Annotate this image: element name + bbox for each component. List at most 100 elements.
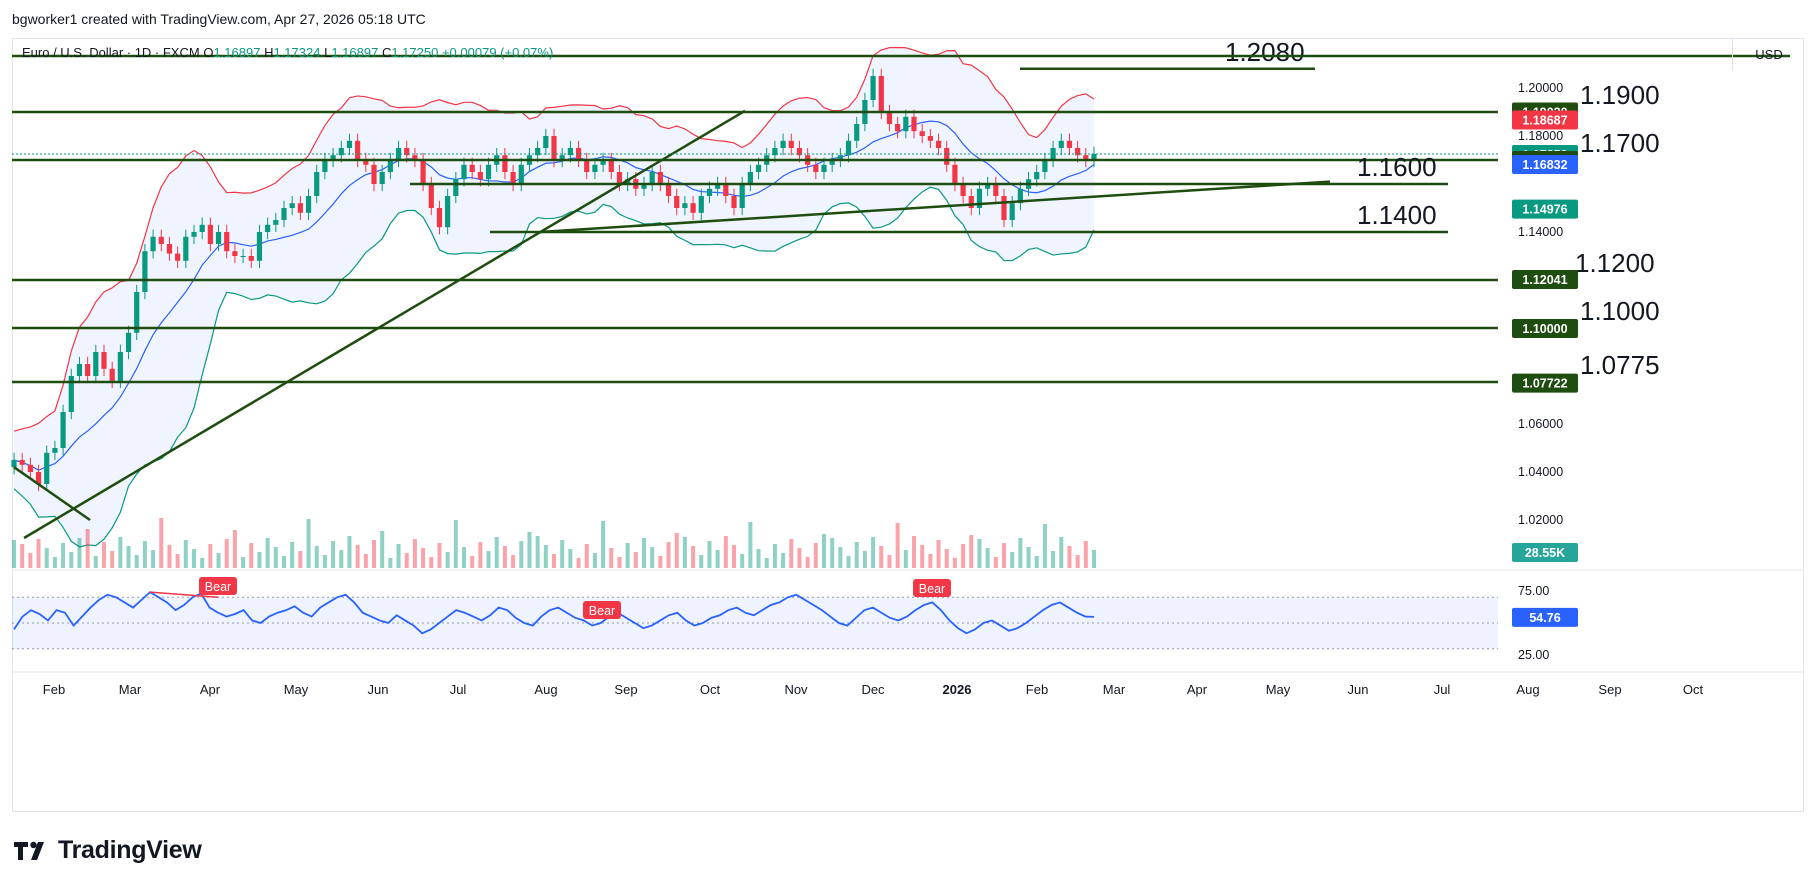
candle-body xyxy=(1083,155,1089,160)
volume-bar xyxy=(699,555,704,568)
candle-body xyxy=(567,148,573,156)
candle-body xyxy=(674,196,680,208)
candle-body xyxy=(322,160,328,172)
bear-divergence-badge-0 xyxy=(199,577,237,595)
candle-body xyxy=(387,160,393,172)
volume-bar xyxy=(650,547,655,568)
volume-bar xyxy=(363,554,368,568)
small-trend-line xyxy=(13,466,91,522)
volume-bar xyxy=(772,544,777,568)
candle-body xyxy=(60,412,66,448)
time-tick-16: Jun xyxy=(1348,682,1369,697)
candle-body xyxy=(371,164,377,184)
legend-open: 1.16897 xyxy=(213,45,261,60)
candle-body xyxy=(85,364,91,376)
candle-body xyxy=(1009,203,1015,220)
volume-bar xyxy=(936,540,941,568)
volume-bar xyxy=(1042,524,1047,568)
level-label-6: 1.1000 xyxy=(1580,296,1660,326)
time-tick-12: Feb xyxy=(1026,682,1048,697)
volume-bar xyxy=(257,552,262,568)
uptrend-line xyxy=(23,109,746,540)
price-tick-5: 1.02000 xyxy=(1518,513,1563,527)
volume-bar xyxy=(846,556,851,568)
candle-body xyxy=(723,184,729,196)
volume-bar xyxy=(961,544,966,568)
level-label-0: 1.2080 xyxy=(1225,37,1305,67)
price-badge-1 xyxy=(1512,110,1578,130)
volume-bar xyxy=(838,547,843,568)
time-tick-14: Apr xyxy=(1187,682,1208,697)
brand-name: TradingView xyxy=(58,836,202,864)
volume-bar xyxy=(421,548,426,568)
volume-bar xyxy=(273,547,278,568)
volume-bar xyxy=(576,558,581,568)
volume-bar xyxy=(813,543,818,568)
volume-bar xyxy=(192,549,196,568)
candle-body xyxy=(813,164,819,172)
volume-bar xyxy=(429,557,434,568)
volume-bar xyxy=(617,557,622,568)
volume-bar xyxy=(928,554,933,568)
volume-bar xyxy=(355,545,360,568)
level-label-7: 1.0775 xyxy=(1580,350,1660,380)
level-label-3: 1.1600 xyxy=(1357,152,1437,182)
price-badge-6 xyxy=(1512,270,1578,290)
volume-bar xyxy=(52,557,57,568)
candle-body xyxy=(878,76,884,112)
legend-symbol[interactable]: Euro / U.S. Dollar · 1D · FXCM xyxy=(22,45,200,60)
volume-bar xyxy=(1026,547,1031,568)
time-tick-18: Aug xyxy=(1516,682,1539,697)
candle-body xyxy=(575,148,582,160)
candle-body xyxy=(960,184,966,196)
volume-bar xyxy=(756,549,761,568)
volume-bar xyxy=(216,553,221,568)
volume-bar xyxy=(1018,538,1023,568)
volume-bar xyxy=(682,537,687,568)
volume-bar xyxy=(781,553,786,568)
volume-bar xyxy=(642,538,646,568)
candle-body xyxy=(502,155,508,172)
volume-bar xyxy=(830,538,835,568)
time-tick-13: Mar xyxy=(1103,682,1126,697)
volume-bar xyxy=(822,534,826,568)
volume-bar xyxy=(470,556,475,568)
candle-body xyxy=(166,244,173,254)
level-label-1: 1.1900 xyxy=(1580,80,1660,110)
legend-change: +0.00079 (+0.07%) xyxy=(441,45,554,60)
candle-body xyxy=(911,116,917,132)
rsi-band-fill xyxy=(12,597,1498,649)
candle-body xyxy=(592,164,598,172)
candle-body xyxy=(584,160,590,172)
rsi-current-badge xyxy=(1512,607,1578,627)
price-badge-5 xyxy=(1512,199,1578,219)
candle-body xyxy=(968,196,974,208)
candle-body xyxy=(535,148,541,156)
volume-bar xyxy=(1059,537,1064,568)
volume-bar xyxy=(625,543,630,568)
volume-bar xyxy=(437,543,442,568)
candle-body xyxy=(886,112,893,124)
candle-body xyxy=(150,236,156,252)
price-badge-label-1: 1.18687 xyxy=(1522,114,1567,128)
volume-bar xyxy=(290,542,295,568)
volume-bar xyxy=(691,546,696,568)
candle-body xyxy=(985,184,991,189)
currency-button[interactable]: USD xyxy=(1732,39,1805,71)
time-tick-11: 2026 xyxy=(943,682,972,697)
candle-body xyxy=(665,184,672,196)
candle-body xyxy=(706,188,713,196)
time-tick-19: Sep xyxy=(1598,682,1621,697)
volume-bar xyxy=(609,548,614,568)
volume-bar xyxy=(20,544,25,568)
symbol-legend: Euro / U.S. Dollar · 1D · FXCM O1.16897 … xyxy=(22,45,553,60)
candle-body xyxy=(821,164,827,172)
candle-body xyxy=(52,448,58,453)
volume-bar xyxy=(232,530,237,568)
bear-divergence-badge-1 xyxy=(583,601,621,619)
bear-divergence-line xyxy=(149,591,219,599)
candle-body xyxy=(1058,140,1064,148)
price-tick-1: 1.18000 xyxy=(1518,129,1563,143)
tradingview-brand[interactable]: TradingView xyxy=(14,836,202,865)
